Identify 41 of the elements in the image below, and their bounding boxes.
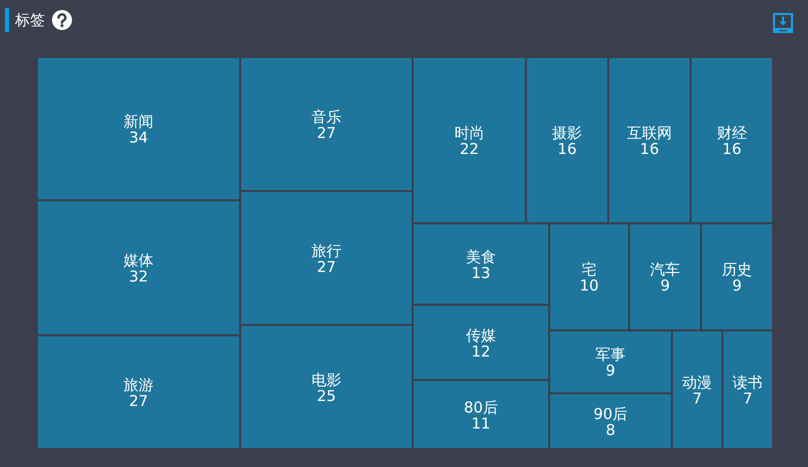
data-label: 22	[460, 140, 479, 158]
data-label: 9	[606, 362, 616, 380]
data-label: 16	[640, 140, 659, 158]
data-label: 27	[316, 124, 336, 142]
category-label: 旅游	[124, 376, 154, 394]
data-label: 8	[606, 420, 616, 439]
category-label: 互联网	[626, 124, 672, 142]
data-label: 16	[722, 140, 742, 158]
data-label: 27	[129, 392, 148, 410]
category-label: 历史	[722, 260, 752, 279]
data-label: 7	[692, 390, 702, 408]
category-label: 电影	[311, 370, 342, 389]
category-label: 媒体	[124, 252, 154, 270]
data-label: 7	[742, 390, 753, 408]
category-label: 新闻	[124, 112, 154, 131]
data-label: 27	[316, 258, 336, 276]
data-label: 9	[732, 276, 742, 295]
category-label: 90后	[594, 404, 628, 423]
data-label: 9	[660, 276, 670, 295]
category-label: 传媒	[466, 326, 496, 344]
category-label: 军事	[596, 346, 626, 364]
category-label: 美食	[466, 248, 496, 266]
data-label: 25	[316, 386, 336, 405]
data-label: 32	[129, 268, 148, 286]
category-label: 宅	[582, 260, 597, 279]
category-label: 摄影	[552, 124, 582, 142]
category-label: 汽车	[650, 260, 680, 279]
category-label: 80后	[464, 398, 498, 416]
category-label: 时尚	[454, 124, 484, 142]
category-label: 动漫	[682, 374, 712, 392]
data-label: 16	[558, 140, 577, 158]
data-label: 12	[471, 342, 490, 360]
category-label: 音乐	[311, 108, 342, 126]
category-label: 读书	[732, 374, 763, 392]
category-label: 财经	[716, 124, 747, 142]
data-label: 13	[471, 264, 490, 282]
data-label: 10	[580, 276, 599, 295]
text: 标签	[15, 10, 45, 30]
category-label: 旅行	[311, 242, 342, 260]
data-label: 11	[471, 414, 490, 432]
data-label: 34	[129, 128, 148, 147]
